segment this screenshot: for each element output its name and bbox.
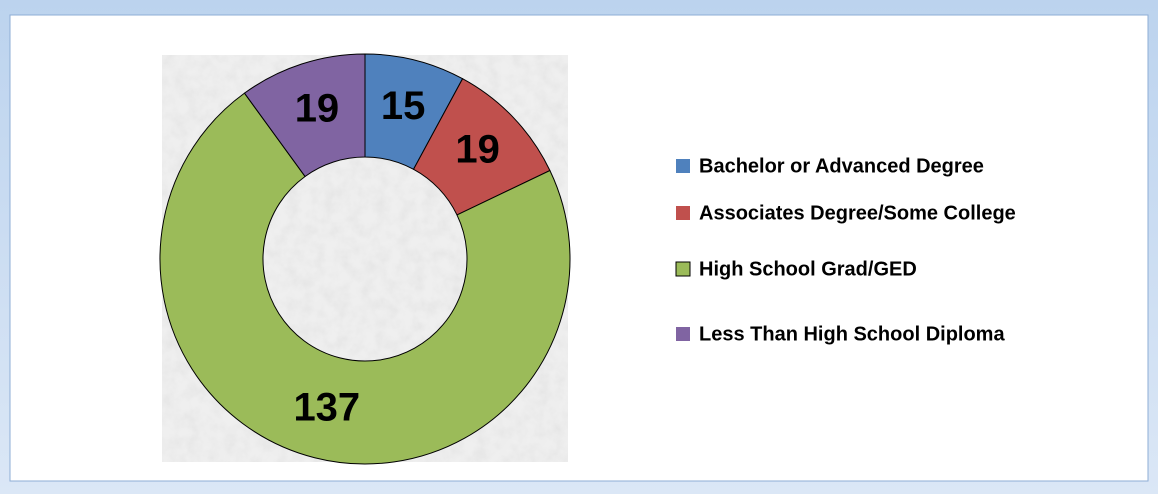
data-labels: 15 19 137 19 (293, 84, 499, 429)
legend-swatch (676, 206, 690, 220)
legend-swatch (675, 261, 691, 277)
donut-segment (159, 92, 571, 465)
donut (159, 53, 571, 465)
legend-swatch (676, 327, 690, 341)
data-label: 19 (295, 87, 340, 131)
data-label: 15 (381, 84, 426, 128)
data-label: 19 (455, 127, 500, 171)
legend: Bachelor or Advanced Degree Associates De… (675, 155, 1016, 345)
donut-segment (243, 53, 366, 178)
legend-label: Less Than High School Diploma (699, 323, 1005, 345)
legend-swatch (676, 159, 690, 173)
legend-label: Associates Degree/Some College (699, 202, 1016, 224)
data-label: 137 (293, 385, 360, 429)
legend-label: Bachelor or Advanced Degree (699, 155, 984, 177)
legend-label: High School Grad/GED (699, 258, 917, 280)
